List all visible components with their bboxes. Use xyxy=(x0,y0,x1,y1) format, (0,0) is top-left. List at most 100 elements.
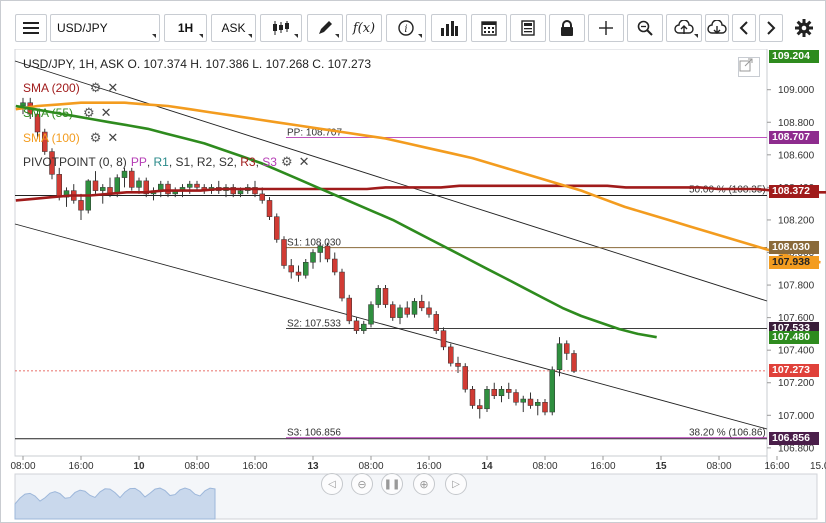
gear-icon[interactable]: ⚙ xyxy=(89,80,102,95)
cloud-download-icon xyxy=(707,20,727,36)
candle-body xyxy=(440,330,447,348)
pivot-s3-label: S3: 106.856 xyxy=(287,428,341,439)
legend-sma55-label: SMA (55) xyxy=(23,106,74,120)
indicators-button[interactable]: f(x) xyxy=(346,14,382,42)
crosshair-button[interactable] xyxy=(588,14,624,42)
news-button[interactable] xyxy=(510,14,546,42)
zoom-out-button[interactable]: ⊖ xyxy=(351,473,373,495)
x-tick-label: 13 xyxy=(307,461,319,472)
candle-body xyxy=(404,307,410,315)
drawing-pencil-icon xyxy=(317,20,333,36)
dropdown-arrow-icon xyxy=(248,34,252,38)
close-icon[interactable]: ✕ xyxy=(100,105,112,120)
sma200-line xyxy=(15,184,826,202)
candle-body xyxy=(527,398,534,406)
candle-body xyxy=(411,301,418,315)
candle-body xyxy=(274,216,280,240)
x-tick-label: 08:00 xyxy=(10,461,35,472)
candle-body xyxy=(187,183,193,188)
candle-body xyxy=(375,288,381,305)
candle-body xyxy=(513,392,519,403)
close-icon[interactable]: ✕ xyxy=(107,130,119,145)
candle-body xyxy=(339,271,345,299)
candle-body xyxy=(346,297,352,322)
timeframe-selector[interactable]: 1H xyxy=(164,14,207,42)
candle-body xyxy=(535,402,541,406)
candle-body xyxy=(426,307,432,315)
menu-button[interactable] xyxy=(15,14,47,42)
plot-area xyxy=(14,49,768,457)
info-button[interactable]: i xyxy=(386,14,426,42)
nav-back-icon: ◁ xyxy=(328,478,336,490)
chart-type-button[interactable] xyxy=(260,14,302,42)
y-tick-label: 109.000 xyxy=(778,85,815,96)
candle-body xyxy=(469,389,476,406)
load-cloud-button[interactable] xyxy=(705,14,729,42)
candle-body xyxy=(317,245,323,253)
zoom-in-button[interactable]: ⊕ xyxy=(413,473,435,495)
legend-pivot-prefix: PIVOTPOINT (0, 8) xyxy=(23,155,127,169)
close-icon[interactable]: ✕ xyxy=(107,80,119,95)
scroll-left-button[interactable] xyxy=(732,14,756,42)
x-tick-label: 16:00 xyxy=(590,461,615,472)
candle-body xyxy=(571,353,577,372)
expand-button[interactable] xyxy=(738,57,760,77)
y-tick-label: 108.800 xyxy=(778,118,815,129)
lock-button[interactable] xyxy=(549,14,585,42)
y-tick-label: 108.600 xyxy=(778,150,815,161)
nav-back-button[interactable]: ◁ xyxy=(321,473,343,495)
price-chart[interactable]: 109.000108.800108.600108.400108.200108.0… xyxy=(1,49,826,523)
price-type-selector[interactable]: ASK xyxy=(211,14,256,42)
zoom-button[interactable] xyxy=(627,14,663,42)
candle-body xyxy=(114,177,120,195)
candle-body xyxy=(92,180,99,191)
close-icon[interactable]: ✕ xyxy=(298,154,310,169)
candle-body xyxy=(34,113,41,133)
candle-body xyxy=(455,362,461,367)
dropdown-arrow-icon xyxy=(152,34,156,38)
x-tick-label: 08:00 xyxy=(706,461,731,472)
candle-body xyxy=(498,389,505,397)
candle-body xyxy=(259,193,265,201)
dropdown-arrow-icon xyxy=(335,34,339,38)
chevron-right-icon xyxy=(766,21,776,35)
function-icon: f(x) xyxy=(352,20,376,36)
volume-button[interactable] xyxy=(431,14,467,42)
pivot-s1-label: S1: 108.030 xyxy=(287,238,341,249)
candle-body xyxy=(129,170,135,188)
toolbar: USD/JPY 1H ASK f(x) i xyxy=(1,11,826,47)
candle-body xyxy=(165,183,171,195)
candle-body xyxy=(295,271,302,276)
gear-icon[interactable]: ⚙ xyxy=(280,154,293,169)
sma100-line xyxy=(15,101,821,264)
gear-icon[interactable]: ⚙ xyxy=(83,105,95,120)
pause-button[interactable]: ❚❚ xyxy=(381,473,403,495)
scroll-right-button[interactable] xyxy=(759,14,783,42)
volume-bars-icon xyxy=(440,20,458,36)
gear-icon[interactable]: ⚙ xyxy=(89,130,102,145)
legend-sma100-label: SMA (100) xyxy=(23,131,80,145)
candle-body xyxy=(310,252,316,263)
legend-pivot-s2: S2 xyxy=(218,155,234,169)
legend-pivot-s1: S1 xyxy=(175,155,191,169)
price-tag: 108.372 xyxy=(769,185,819,199)
settings-button[interactable] xyxy=(788,14,820,42)
chart-canvas[interactable]: 109.000108.800108.600108.400108.200108.0… xyxy=(1,49,826,523)
x-tick-label: 08:00 xyxy=(532,461,557,472)
candle-body xyxy=(361,323,367,331)
dropdown-arrow-icon xyxy=(694,34,698,38)
symbol-selector[interactable]: USD/JPY xyxy=(50,14,160,42)
candle-body xyxy=(382,288,389,305)
price-tag: 106.856 xyxy=(769,432,819,446)
drawing-tools-button[interactable] xyxy=(307,14,343,42)
candle-body xyxy=(448,346,454,364)
candle-body xyxy=(564,343,570,354)
candle-body xyxy=(368,304,374,325)
price-tag: 107.480 xyxy=(769,330,819,344)
candle-body xyxy=(78,200,84,211)
nav-forward-button[interactable]: ▷ xyxy=(445,473,467,495)
save-cloud-button[interactable] xyxy=(666,14,702,42)
calendar-button[interactable] xyxy=(471,14,507,42)
trend-channel-lower xyxy=(14,223,768,430)
